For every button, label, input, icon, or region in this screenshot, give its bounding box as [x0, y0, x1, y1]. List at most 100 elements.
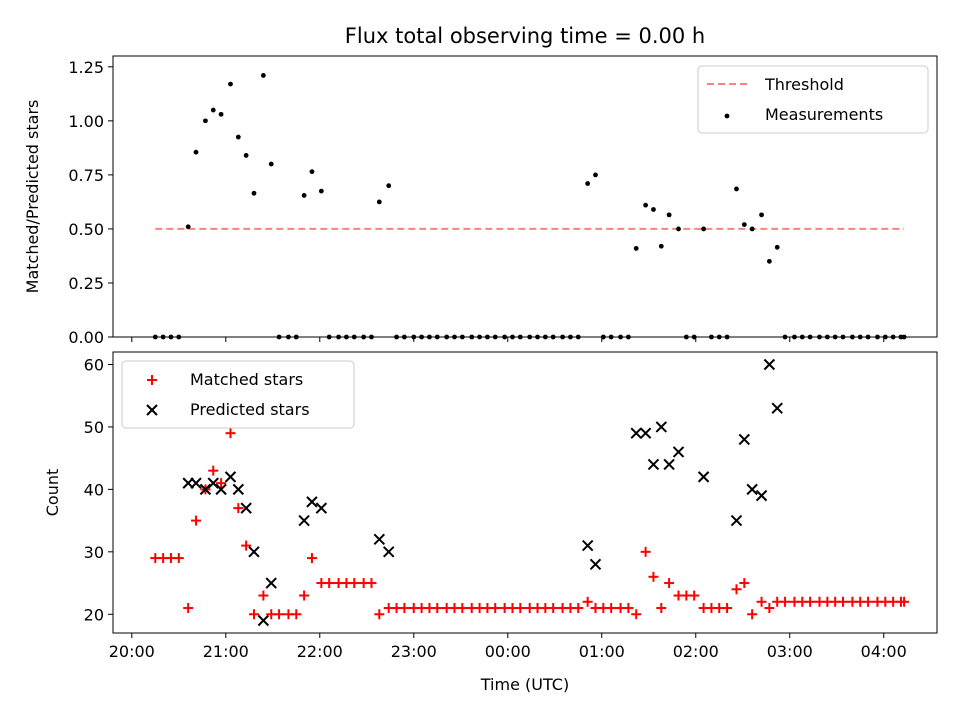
measurement-point: [759, 212, 764, 218]
measurement-point: [361, 334, 367, 340]
measurement-point: [369, 334, 374, 340]
bottom-x-tick-label: 01:00: [579, 642, 625, 661]
measurement-point: [502, 334, 508, 340]
measurement-point: [824, 334, 830, 340]
matched-star-point: [173, 553, 184, 564]
measurement-point: [741, 222, 747, 228]
measurement-point: [600, 334, 606, 340]
top-y-tick-label: 1.25: [68, 58, 104, 77]
measurement-point: [890, 334, 896, 340]
legend-threshold-label: Threshold: [764, 75, 844, 94]
measurement-point: [901, 334, 907, 340]
measurement-point: [386, 183, 392, 189]
measurement-point: [203, 118, 208, 124]
top-legend-box: [697, 65, 929, 134]
measurement-point: [336, 334, 341, 340]
matched-star-point: [208, 465, 219, 476]
predicted-star-point: [746, 483, 758, 496]
matched-star-point: [722, 603, 733, 614]
matched-star-point: [739, 578, 750, 589]
predicted-star-point-b: [630, 427, 642, 439]
legend-predicted-label: Predicted stars: [190, 400, 310, 419]
measurement-point: [724, 334, 730, 340]
top-y-tick-label: 1.00: [68, 112, 104, 131]
measurement-point: [477, 334, 482, 340]
measurement-point: [326, 334, 332, 340]
legend-measurement-label: Measurements: [765, 105, 883, 124]
measurement-point: [832, 334, 838, 340]
predicted-star-point-b: [647, 458, 660, 471]
bottom-y-tick-label: 40: [84, 480, 104, 499]
measurement-point: [301, 193, 307, 198]
predicted-star-point: [383, 546, 395, 558]
measurement-point: [850, 334, 855, 340]
bottom-y-axis-label: Count: [43, 469, 62, 517]
matched-star-point: [233, 503, 244, 514]
measurement-point: [228, 81, 233, 87]
predicted-star-point: [763, 358, 776, 371]
predicted-star-point-b: [298, 514, 310, 527]
matched-star-point: [258, 590, 269, 601]
predicted-star-point: [215, 483, 227, 496]
measurement-point: [485, 334, 490, 340]
bottom-y-tick-label: 60: [84, 355, 104, 374]
predicted-star-point: [672, 446, 685, 458]
measurement-point: [268, 161, 274, 167]
measurement-point: [593, 172, 598, 178]
measurement-point: [709, 334, 714, 340]
measurement-point: [799, 334, 805, 340]
predicted-star-point-b: [763, 358, 776, 371]
measurement-point: [568, 334, 573, 340]
predicted-star-point: [730, 514, 743, 527]
predicted-star-point: [655, 421, 667, 433]
measurement-point: [542, 334, 548, 340]
predicted-star-point-b: [240, 502, 252, 514]
measurement-point: [691, 334, 697, 340]
measurement-point: [560, 334, 565, 340]
measurement-point: [817, 334, 822, 340]
legend-matched-label: Matched stars: [190, 370, 303, 389]
measurement-point: [585, 181, 591, 186]
measurement-point: [633, 245, 639, 251]
measurement-point: [401, 334, 407, 340]
measurement-point: [243, 153, 249, 158]
matched-star-point: [248, 609, 259, 620]
top-y-tick-label: 0.75: [68, 166, 104, 185]
measurement-point: [309, 169, 315, 175]
measurement-point: [840, 334, 846, 340]
bottom-x-tick-label: 23:00: [391, 642, 437, 661]
predicted-star-point-b: [383, 546, 395, 558]
predicted-star-point: [240, 502, 252, 514]
matched-star-point: [764, 603, 775, 614]
measurement-point: [427, 334, 432, 340]
matched-star-point: [225, 428, 236, 439]
matched-star-point: [374, 609, 385, 620]
measurement-point: [550, 334, 556, 340]
measurement-point: [527, 334, 533, 340]
measurement-point: [434, 334, 440, 340]
measurement-point: [251, 190, 257, 196]
measurement-point: [394, 334, 399, 340]
measurement-point: [676, 226, 681, 232]
top-y-tick-label: 0.00: [68, 328, 104, 347]
matched-star-point: [349, 578, 360, 589]
legend-predicted-swatch: [146, 404, 158, 416]
bottom-legend: Matched stars Predicted stars: [121, 360, 355, 429]
bottom-x-tick-label: 00:00: [485, 642, 531, 661]
matched-star-point: [731, 584, 742, 595]
measurement-point: [782, 334, 788, 340]
predicted-star-point: [232, 483, 245, 496]
matched-star-point: [805, 596, 816, 607]
predicted-star-point-b: [697, 471, 710, 483]
bottom-subplot: 20 30 40 50 60 20:00 21:00 22:00 23:00 00:00 01:00…: [43, 351, 938, 661]
measurement-point: [701, 226, 706, 232]
matched-star-point: [863, 596, 874, 607]
matched-star-point: [606, 603, 617, 614]
measurement-point: [882, 334, 888, 340]
top-legend: Threshold Measurements: [697, 65, 929, 134]
bottom-x-tick-label: 02:00: [673, 642, 719, 661]
matched-star-point: [899, 596, 910, 607]
measurement-point: [683, 334, 689, 340]
matched-star-point: [640, 546, 651, 557]
